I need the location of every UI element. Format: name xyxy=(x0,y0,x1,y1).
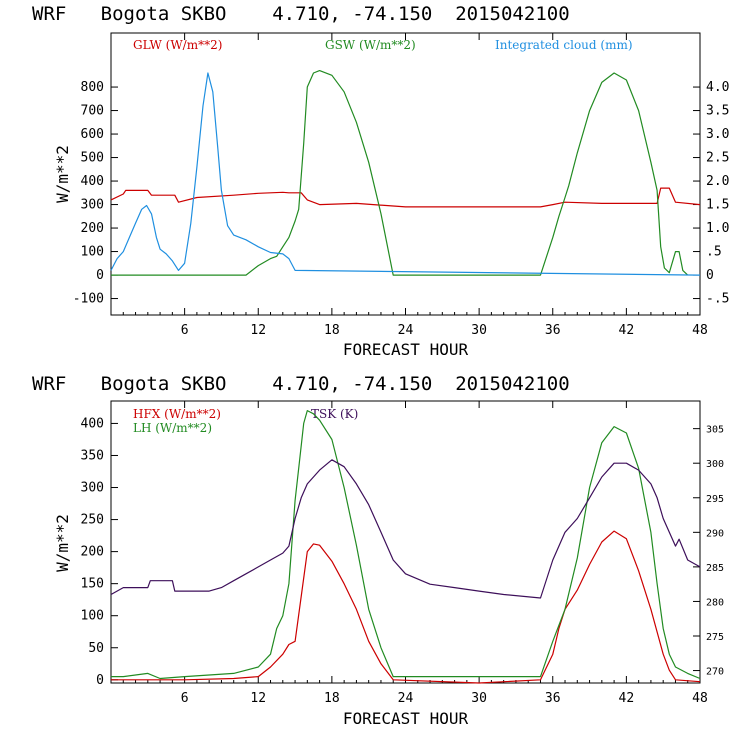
y-tick-label: 500 xyxy=(81,151,104,166)
y2-tick-label: 2.0 xyxy=(706,174,729,189)
y2-tick-label: 1.5 xyxy=(706,198,729,213)
x-tick-label: 12 xyxy=(250,691,266,706)
y-tick-label: 100 xyxy=(81,609,104,624)
y2-tick-label: 4.0 xyxy=(706,80,729,95)
bottom-axes: 6 12 18 24 30 36 42 48 0 50 100 150 200 250 300 350 400 2… xyxy=(81,401,724,706)
series-line-hfx xyxy=(111,530,701,684)
y2-tick-label: 275 xyxy=(706,632,724,643)
y-tick-label: 0 xyxy=(96,673,104,688)
x-tick-label: 24 xyxy=(398,691,414,706)
y-tick-label: 100 xyxy=(81,245,104,260)
x-tick-label: 48 xyxy=(692,323,708,338)
y2-tick-label: 305 xyxy=(706,425,724,436)
y-tick-label: 350 xyxy=(81,448,104,463)
y-tick-label: 400 xyxy=(81,416,104,431)
series-line-lh xyxy=(111,410,701,680)
x-tick-label: 36 xyxy=(545,323,561,338)
x-tick-label: 42 xyxy=(619,323,635,338)
bottom-chart-panel: WRF Bogota SKBO 4.710, -74.150 201504210… xyxy=(32,373,724,728)
top-legend-gsw: GSW (W/m**2) xyxy=(325,38,416,52)
y2-tick-label: 285 xyxy=(706,563,724,574)
x-tick-label: 24 xyxy=(398,323,414,338)
series-line-integrated xyxy=(110,72,701,276)
y2-tick-label: 300 xyxy=(706,459,724,470)
y-tick-label: 200 xyxy=(81,221,104,236)
y-tick-label: 200 xyxy=(81,545,104,560)
series-line-gsw xyxy=(111,69,689,276)
top-series xyxy=(110,69,701,276)
y2-tick-label: 3.0 xyxy=(706,127,729,142)
y-tick-label: 50 xyxy=(88,641,104,656)
top-axes: 6 12 18 24 30 36 42 48 -100 0 100 200 300 400 500 600 70… xyxy=(73,33,729,338)
y2-tick-label: 1.0 xyxy=(706,221,729,236)
top-x-axis-label: FORECAST HOUR xyxy=(343,340,469,359)
y-tick-label: -100 xyxy=(73,292,104,307)
y2-tick-label: 270 xyxy=(706,667,724,678)
bottom-legend-lh: LH (W/m**2) xyxy=(133,421,212,435)
y-tick-label: 700 xyxy=(81,104,104,119)
bottom-series xyxy=(110,410,701,684)
x-tick-label: 30 xyxy=(471,691,487,706)
y2-tick-label: 295 xyxy=(706,494,724,505)
x-tick-label: 18 xyxy=(324,691,340,706)
y-tick-label: 0 xyxy=(96,268,104,283)
top-legend-glw: GLW (W/m**2) xyxy=(133,38,222,52)
x-tick-label: 18 xyxy=(324,323,340,338)
y2-tick-label: 3.5 xyxy=(706,104,729,119)
bottom-legend-hfx: HFX (W/m**2) xyxy=(133,407,221,421)
top-y-axis-label: W/m**2 xyxy=(53,145,72,203)
x-tick-label: 6 xyxy=(181,691,189,706)
x-tick-label: 36 xyxy=(545,691,561,706)
x-tick-label: 48 xyxy=(692,691,708,706)
y-tick-label: 800 xyxy=(81,80,104,95)
bottom-plot-frame xyxy=(110,400,701,684)
y-tick-label: 600 xyxy=(81,127,104,142)
y2-tick-label: 2.5 xyxy=(706,151,729,166)
x-tick-label: 12 xyxy=(250,323,266,338)
y-tick-label: 250 xyxy=(81,513,104,528)
bottom-legend-tsk: TSK (K) xyxy=(311,407,358,421)
top-chart-panel: WRF Bogota SKBO 4.710, -74.150 201504210… xyxy=(32,3,729,359)
x-tick-label: 42 xyxy=(619,691,635,706)
y2-tick-label: .5 xyxy=(706,245,722,260)
y-tick-label: 150 xyxy=(81,577,104,592)
bottom-y-axis-label: W/m**2 xyxy=(53,514,72,572)
series-line-glw xyxy=(110,187,701,208)
bottom-x-axis-label: FORECAST HOUR xyxy=(343,709,469,728)
y-tick-label: 300 xyxy=(81,198,104,213)
y-tick-label: 300 xyxy=(81,481,104,496)
top-chart-title: WRF Bogota SKBO 4.710, -74.150 201504210… xyxy=(32,3,570,25)
x-tick-label: 6 xyxy=(181,323,189,338)
y2-tick-label: 0 xyxy=(706,268,714,283)
y-tick-label: 400 xyxy=(81,174,104,189)
x-tick-label: 30 xyxy=(471,323,487,338)
y2-tick-label: -.5 xyxy=(706,292,729,307)
y2-tick-label: 280 xyxy=(706,597,724,608)
series-line-tsk xyxy=(110,459,701,599)
bottom-chart-title: WRF Bogota SKBO 4.710, -74.150 201504210… xyxy=(32,373,570,395)
y2-tick-label: 290 xyxy=(706,528,724,539)
top-legend-cloud: Integrated cloud (mm) xyxy=(495,38,633,52)
